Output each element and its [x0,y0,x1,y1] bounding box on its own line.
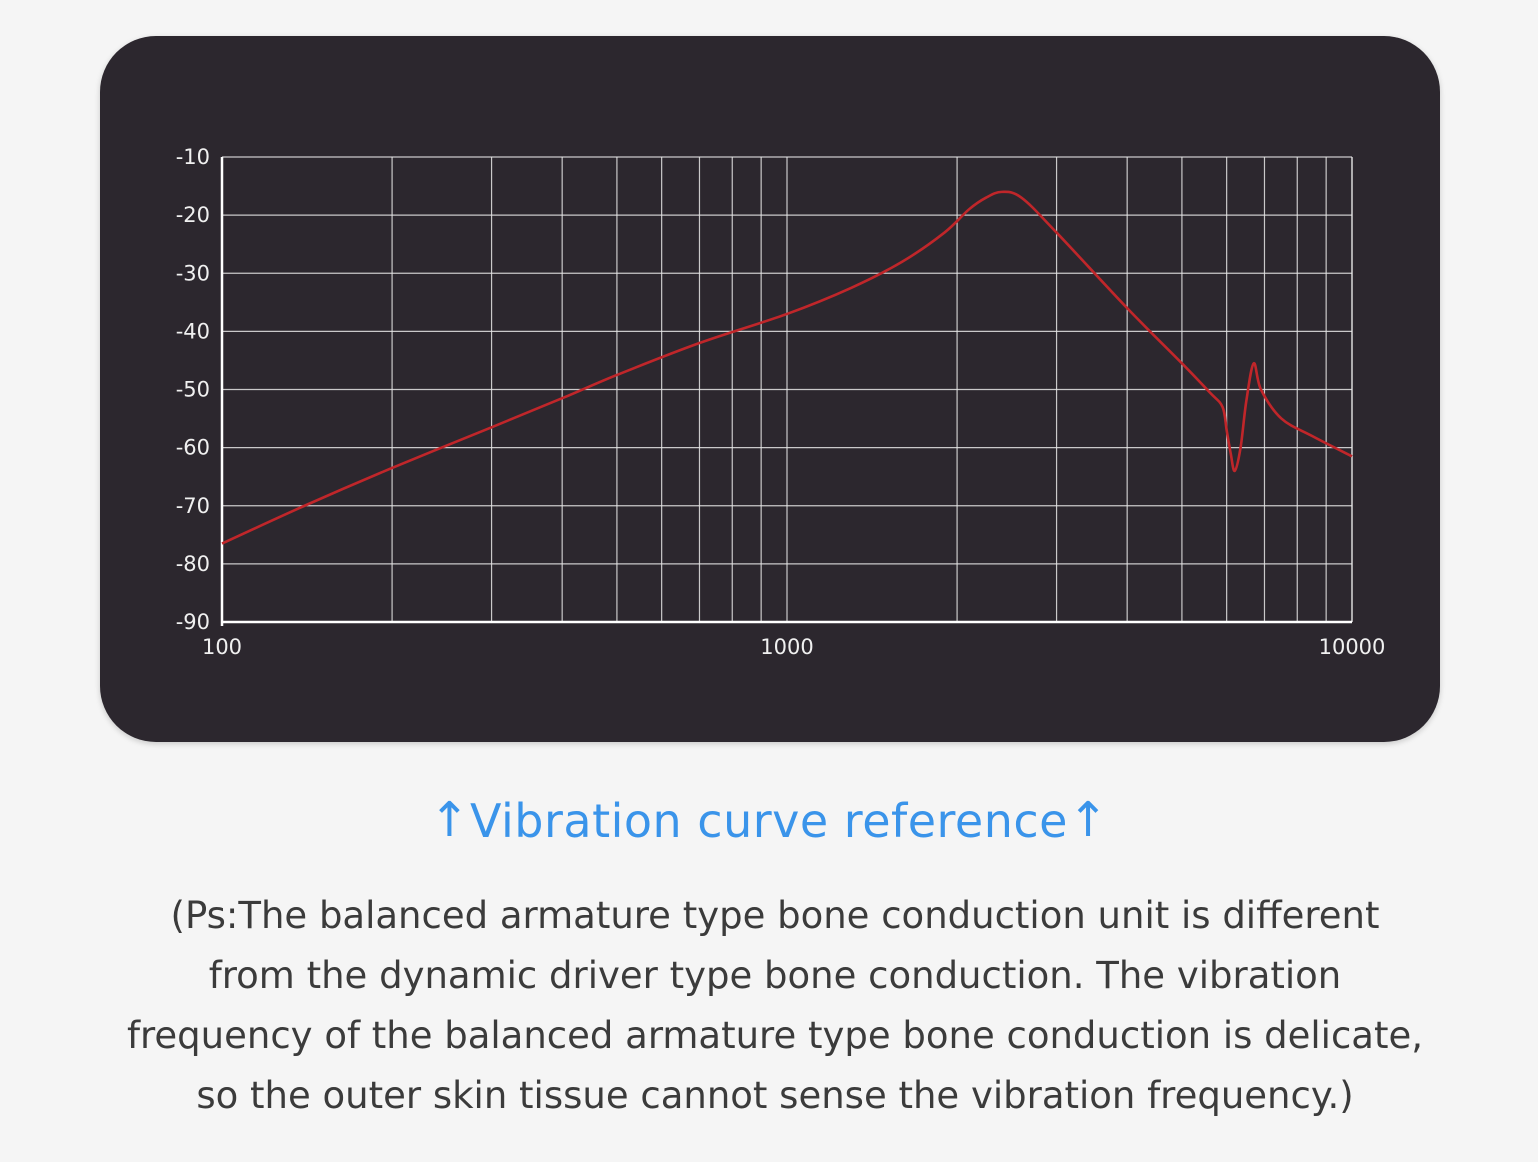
y-tick-label: -30 [176,261,210,285]
vibration-chart-card: -10 -20 -30 -40 -50 -60 -70 -80 -90 100 1000 10000 [100,36,1440,742]
note-line: so the outer skin tissue cannot sense th… [196,1074,1354,1117]
x-tick-label: 1000 [760,635,813,659]
y-tick-label: -60 [176,436,210,460]
y-tick-label: -50 [176,378,210,402]
chart-caption: ↑Vibration curve reference↑ [0,792,1538,848]
y-tick-label: -70 [176,494,210,518]
y-tick-label: -80 [176,552,210,576]
y-tick-label: -10 [176,145,210,169]
up-arrow-icon: ↑ [429,792,471,848]
y-tick-label: -90 [176,610,210,634]
note-line: frequency of the balanced armature type … [126,1014,1424,1057]
up-arrow-icon: ↑ [1067,792,1109,848]
note-line: (Ps:The balanced armature type bone cond… [170,894,1380,937]
y-tick-label: -20 [176,203,210,227]
x-tick-label: 10000 [1319,635,1386,659]
note-line: from the dynamic driver type bone conduc… [208,954,1342,997]
vibration-curve-line [221,190,1353,545]
x-tick-label: 100 [202,635,242,659]
y-tick-label: -40 [176,319,210,343]
caption-text: Vibration curve reference [470,794,1068,848]
explanation-note: (Ps:The balanced armature type bone cond… [110,886,1440,1126]
